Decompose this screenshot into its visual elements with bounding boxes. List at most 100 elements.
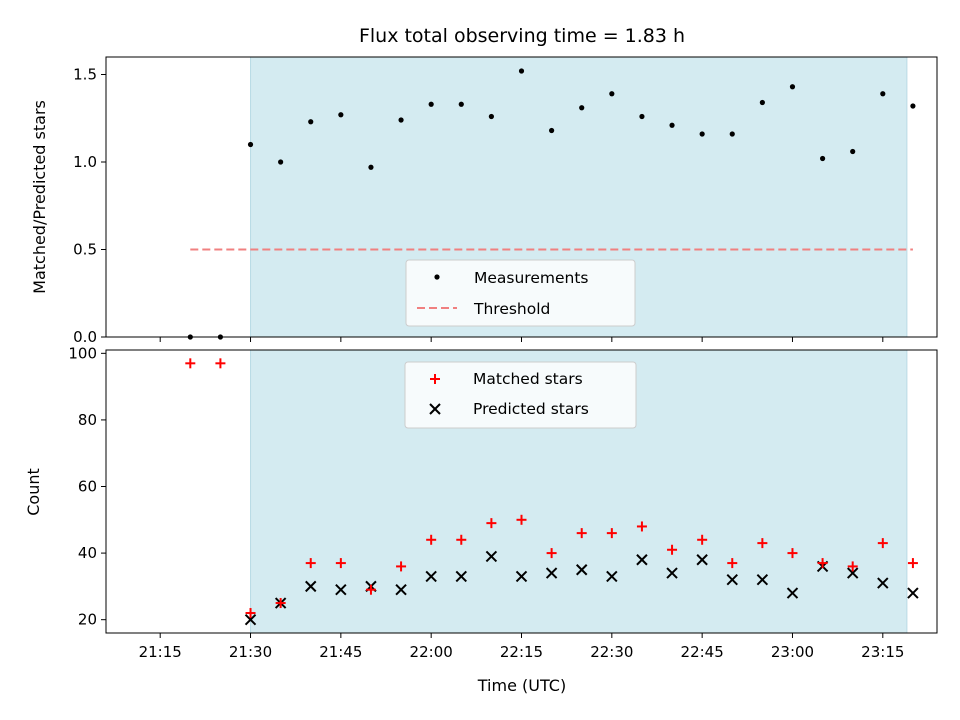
x-tick-label: 22:00 <box>410 643 453 661</box>
legend-marker-matched-stars <box>430 374 440 384</box>
y-tick-label: 80 <box>78 411 97 429</box>
matched-stars-point <box>185 358 196 369</box>
predicted-stars-point <box>576 564 588 576</box>
y-tick-label: 1.0 <box>73 153 97 171</box>
matched-stars-point <box>727 558 738 569</box>
matched-stars-point <box>667 544 678 555</box>
y-tick-label: 20 <box>78 611 97 629</box>
x-tick-label: 21:45 <box>319 643 362 661</box>
measurement-point <box>880 91 886 97</box>
matched-stars-series <box>185 358 918 619</box>
predicted-stars-point <box>485 550 498 563</box>
predicted-stars-point <box>907 587 919 599</box>
predicted-stars-point <box>244 613 257 626</box>
legend-marker-predicted-stars <box>429 403 441 415</box>
predicted-stars-point <box>455 570 467 583</box>
legend-label-measurements: Measurements <box>474 269 589 287</box>
measurement-point <box>579 105 585 111</box>
predicted-stars-point <box>335 584 347 596</box>
top-legend-box <box>405 259 636 327</box>
predicted-stars-point <box>877 577 889 589</box>
measurement-point <box>338 112 344 118</box>
y-tick-label: 0.5 <box>73 241 97 259</box>
measurement-point <box>699 131 705 137</box>
measurement-point <box>458 101 464 107</box>
measurement-point <box>729 131 735 137</box>
predicted-stars-point <box>696 554 708 566</box>
predicted-stars-point <box>545 567 558 579</box>
measurement-point <box>759 99 765 106</box>
matched-stars-point <box>636 521 647 532</box>
bottom-legend-box <box>404 361 637 429</box>
measurement-point <box>910 103 916 109</box>
measurement-point <box>488 113 494 120</box>
legend-label-threshold: Threshold <box>473 300 550 318</box>
matched-stars-point <box>335 558 346 569</box>
predicted-stars-point <box>786 587 799 599</box>
measurement-point <box>428 101 434 107</box>
chart-title: Flux total observing time = 1.83 h <box>359 25 685 47</box>
x-tick-label: 23:15 <box>861 643 904 661</box>
predicted-stars-point <box>395 584 407 596</box>
measurement-point <box>308 119 314 125</box>
top-x-ticks <box>159 337 884 342</box>
matched-stars-point <box>396 561 407 572</box>
y-tick-label: 0.0 <box>73 328 97 346</box>
y-tick-label: 60 <box>78 478 97 496</box>
measurement-point <box>789 84 796 90</box>
measurement-point <box>368 164 374 170</box>
measurement-point <box>549 127 555 134</box>
predicted-stars-point <box>666 567 678 579</box>
x-axis-label: Time (UTC) <box>477 676 566 695</box>
legend-label-predicted-stars: Predicted stars <box>473 400 589 418</box>
measurement-point <box>819 155 826 162</box>
top-legend: Measurements Threshold <box>405 259 636 327</box>
legend-marker-measurements <box>434 274 440 280</box>
matched-stars-point <box>426 534 437 545</box>
matched-stars-point <box>456 534 467 545</box>
matched-stars-point <box>305 558 316 569</box>
legend-label-matched-stars: Matched stars <box>473 370 583 388</box>
measurement-point <box>669 122 675 128</box>
x-tick-label: 21:30 <box>229 643 272 661</box>
predicted-stars-point <box>606 570 618 583</box>
matched-stars-point <box>757 538 768 549</box>
predicted-stars-point <box>726 574 738 586</box>
measurement-point <box>247 141 254 148</box>
top-panel: 0.0 0.5 1.0 1.5 Matched/Predicted stars Mea… <box>30 56 938 346</box>
bottom-panel: 20 40 60 80 100 21:15 21:30 21:45 22:00 22:15 22:… <box>24 344 938 695</box>
predicted-stars-point <box>305 580 317 593</box>
bottom-y-ticks: 20 40 60 80 100 <box>68 344 106 629</box>
matched-stars-point <box>847 561 858 572</box>
measurement-point <box>850 148 856 155</box>
x-tick-label: 22:45 <box>681 643 724 661</box>
x-tick-label: 22:30 <box>590 643 633 661</box>
top-y-axis-label: Matched/Predicted stars <box>30 100 49 294</box>
predicted-stars-point <box>515 570 528 583</box>
predicted-stars-point <box>636 554 648 566</box>
matched-stars-point <box>877 538 888 549</box>
x-tick-label: 22:15 <box>500 643 543 661</box>
matched-stars-point <box>697 534 708 545</box>
matched-stars-point <box>245 608 256 619</box>
measurement-point <box>518 68 525 74</box>
bottom-legend: Matched stars Predicted stars <box>404 361 637 429</box>
predicted-stars-point <box>425 570 437 583</box>
measurement-point <box>398 117 404 123</box>
measurement-point <box>639 113 645 120</box>
predicted-stars-point <box>756 574 769 586</box>
matched-stars-point <box>787 548 798 559</box>
matched-stars-point <box>275 598 286 609</box>
matched-stars-point <box>215 358 226 369</box>
measurement-point <box>278 159 284 165</box>
measurement-point <box>609 91 615 97</box>
top-y-ticks: 0.0 0.5 1.0 1.5 <box>73 66 106 346</box>
y-tick-label: 100 <box>68 344 97 362</box>
matched-stars-point <box>546 548 557 559</box>
x-tick-label: 23:00 <box>771 643 814 661</box>
bottom-x-ticks: 21:15 21:30 21:45 22:00 22:15 22:30 22:45 23:00… <box>139 633 904 661</box>
x-tick-label: 21:15 <box>139 643 182 661</box>
matched-stars-point <box>576 528 587 539</box>
y-tick-label: 1.5 <box>73 66 97 84</box>
predicted-stars-point <box>846 567 859 579</box>
